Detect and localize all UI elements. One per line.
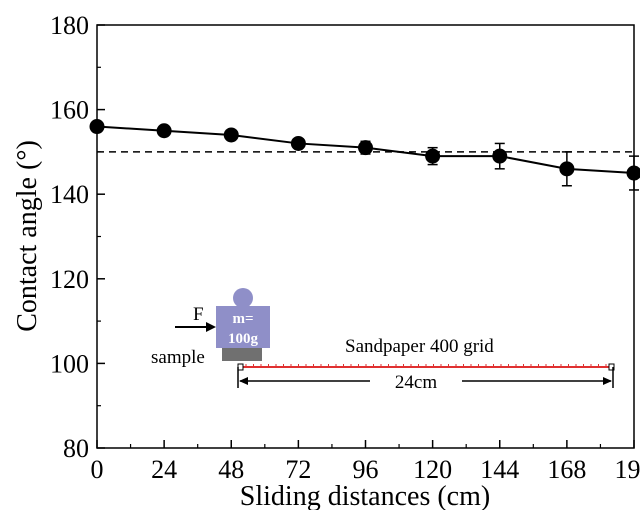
y-tick-label: 140 [50,180,89,209]
y-tick-label: 80 [63,434,89,463]
sample-block [222,348,262,361]
force-arrowhead [206,322,216,332]
y-axis-title: Contact angle (°) [12,140,43,332]
x-axis-ticks: 0 24 48 72 96 120 144 168 192 [91,440,640,484]
sample-label: sample [151,347,205,368]
data-point [559,161,574,176]
inset-schematic: F m= 100g sample Sandpaper 400 grid 24cm [151,288,614,393]
plot-frame [97,25,634,448]
data-point [90,119,105,134]
data-point [291,136,306,151]
length-arrowhead-right [603,377,612,385]
surface-label: Sandpaper 400 grid [345,336,494,357]
series-group [90,119,640,190]
length-arrowhead-left [239,377,248,385]
x-tick-label: 96 [353,455,379,484]
data-point [425,149,440,164]
y-tick-label: 100 [50,349,89,378]
x-tick-label: 192 [615,455,640,484]
data-point [157,123,172,138]
data-point [224,127,239,142]
weight-label-line1: m= [232,311,253,327]
data-point [492,149,507,164]
y-tick-label: 160 [50,96,89,125]
x-tick-label: 168 [547,455,586,484]
y-tick-label: 180 [50,11,89,40]
weight-knob [233,288,253,308]
x-tick-label: 48 [218,455,244,484]
x-tick-label: 24 [151,455,177,484]
x-tick-label: 0 [91,455,104,484]
length-label: 24cm [395,372,437,393]
x-tick-label: 72 [285,455,311,484]
force-label: F [193,304,204,325]
data-point [627,166,640,181]
y-tick-label: 120 [50,265,89,294]
x-tick-label: 120 [413,455,452,484]
x-axis-title: Sliding distances (cm) [240,481,490,510]
data-point [358,140,373,155]
x-tick-label: 144 [480,455,519,484]
weight-label-line2: 100g [228,331,259,347]
